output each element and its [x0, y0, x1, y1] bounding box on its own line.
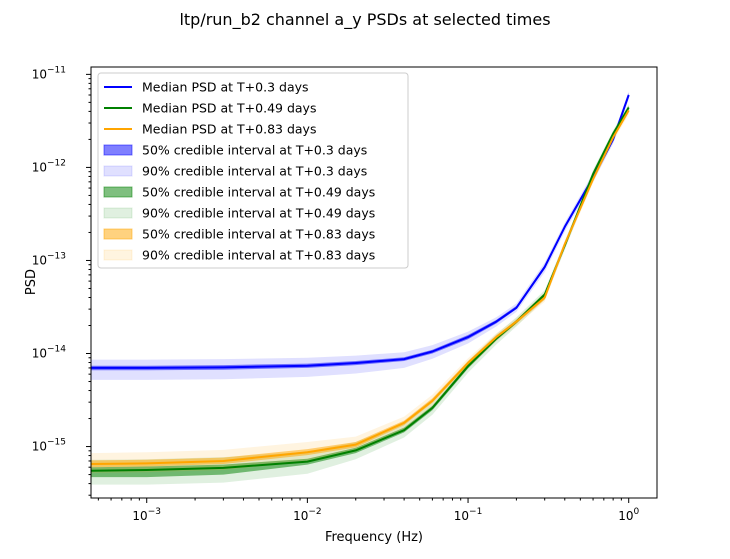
legend-patch-swatch [103, 186, 133, 198]
legend-box [97, 72, 409, 269]
median-line-median-psd-at-t-0-83-days [91, 109, 630, 465]
legend-label: 50% credible interval at T+0.49 days [142, 185, 375, 200]
y-tick-label: 10−14 [32, 345, 67, 361]
y-axis-ticks: 10−15 10−14 10−13 10−12 10−11 [32, 65, 91, 496]
median-line-median-psd-at-t-0-49-days [91, 106, 630, 472]
x-tick-label: 10−2 [293, 507, 322, 523]
x-tick-label: 100 [618, 507, 639, 523]
legend-label: Median PSD at T+0.3 days [142, 80, 309, 95]
median-line-median-psd-at-t-0-3-days [91, 94, 630, 369]
legend: Median PSD at T+0.3 days Median PSD at T+… [97, 72, 409, 269]
x-tick-label: 10−3 [132, 507, 161, 523]
x-axis-label: Frequency (Hz) [325, 530, 423, 545]
legend-label: Median PSD at T+0.49 days [142, 101, 316, 116]
x-tick-label: 10−1 [454, 507, 483, 523]
legend-patch-swatch [103, 165, 133, 177]
plot-area [91, 91, 630, 485]
legend-patch-swatch [103, 144, 133, 156]
legend-patch-swatch [103, 228, 133, 240]
y-tick-label: 10−13 [32, 251, 66, 267]
legend-patch-swatch [103, 207, 133, 219]
legend-label: 50% credible interval at T+0.3 days [142, 143, 367, 158]
y-tick-label: 10−11 [32, 65, 66, 81]
chart-title: ltp/run_b2 channel a_y PSDs at selected … [179, 10, 550, 30]
y-axis-label: PSD [24, 269, 39, 295]
legend-label: 90% credible interval at T+0.83 days [142, 248, 375, 263]
legend-label: 90% credible interval at T+0.3 days [142, 164, 367, 179]
legend-patch-swatch [103, 249, 133, 261]
legend-label: Median PSD at T+0.83 days [142, 122, 316, 137]
legend-label: 90% credible interval at T+0.49 days [142, 206, 375, 221]
y-tick-label: 10−15 [32, 438, 66, 454]
y-tick-label: 10−12 [32, 158, 66, 174]
axes-frame [90, 66, 658, 499]
x-axis-ticks: 10−3 10−2 10−1 100 [97, 498, 639, 523]
legend-label: 50% credible interval at T+0.83 days [142, 227, 375, 242]
